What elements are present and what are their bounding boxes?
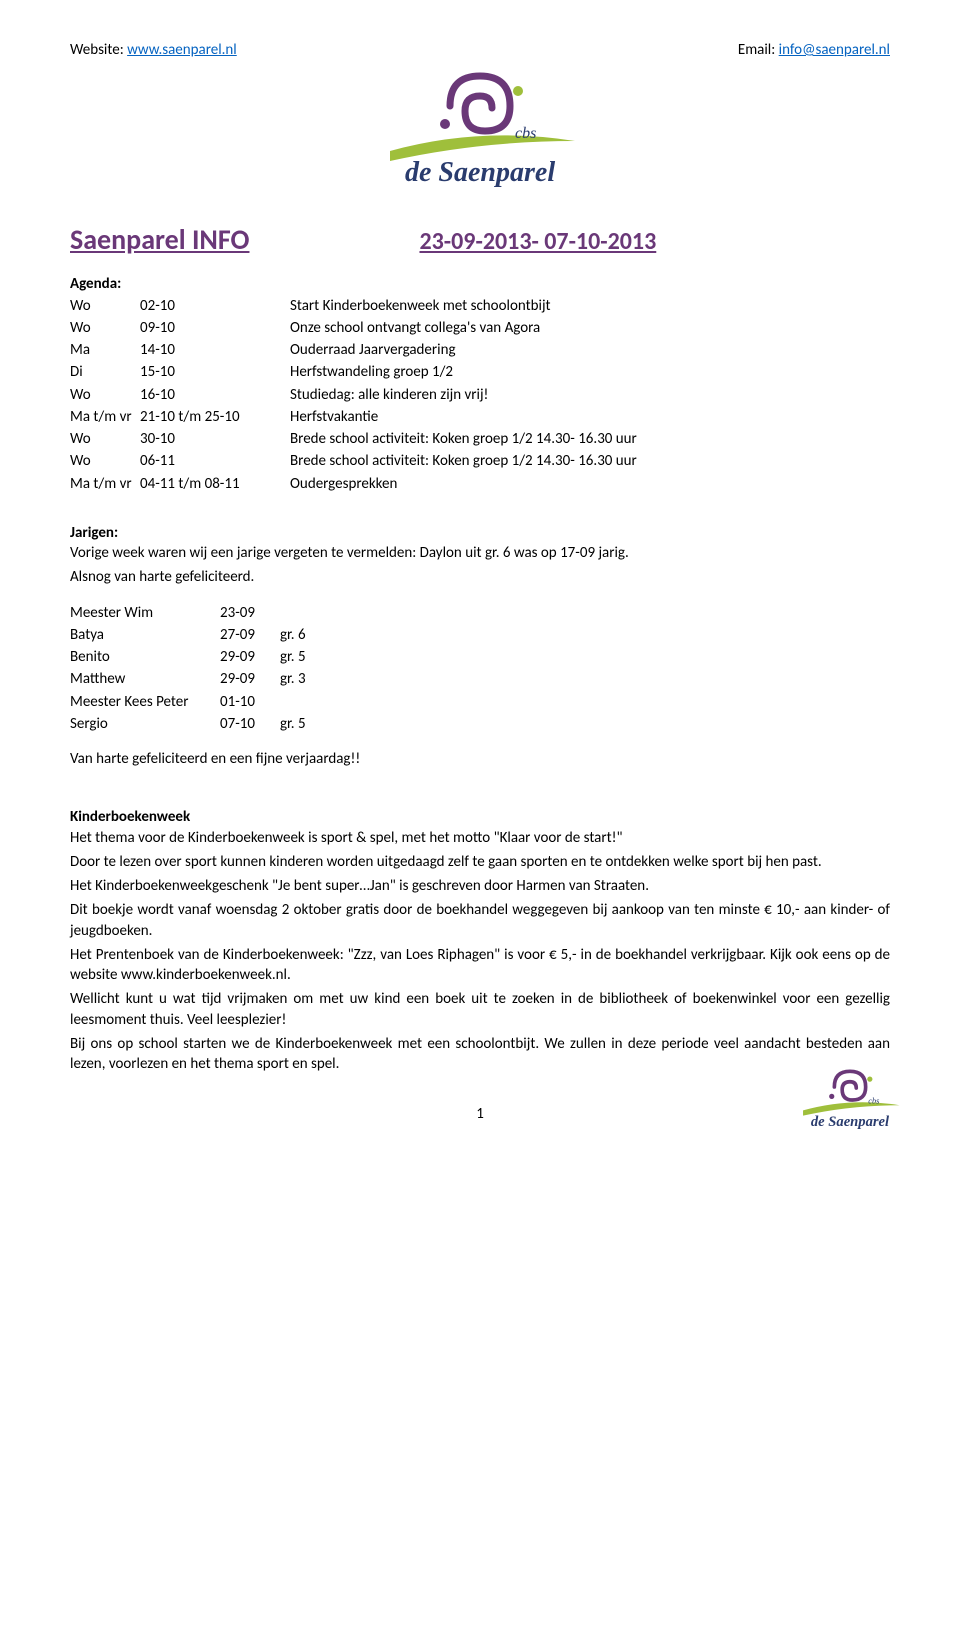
agenda-table: Wo02-10Start Kinderboekenweek met school…: [70, 295, 637, 495]
birthday-group: gr. 5: [280, 713, 340, 735]
agenda-day: Ma t/m vr: [70, 406, 140, 428]
agenda-label: Agenda:: [70, 274, 890, 294]
jarigen-label: Jarigen:: [70, 523, 890, 543]
agenda-day: Wo: [70, 384, 140, 406]
kbw-p7: Bij ons op school starten we de Kinderbo…: [70, 1034, 890, 1075]
page-header: Website: www.saenparel.nl Email: info@sa…: [70, 40, 890, 60]
birthday-group: gr. 6: [280, 624, 340, 646]
birthday-name: Sergio: [70, 713, 220, 735]
agenda-desc: Brede school activiteit: Koken groep 1/2…: [290, 428, 637, 450]
agenda-desc: Studiedag: alle kinderen zijn vrij!: [290, 384, 637, 406]
agenda-date: 06-11: [140, 450, 290, 472]
birthday-date: 01-10: [220, 691, 280, 713]
agenda-date: 09-10: [140, 317, 290, 339]
page-footer: 1 cbs de Saenparel: [70, 1104, 890, 1124]
jarigen-section: Jarigen: Vorige week waren wij een jarig…: [70, 523, 890, 770]
saenparel-logo-icon: cbs de Saenparel: [365, 66, 595, 196]
agenda-date: 21-10 t/m 25-10: [140, 406, 290, 428]
agenda-row: Wo16-10Studiedag: alle kinderen zijn vri…: [70, 384, 637, 406]
agenda-day: Wo: [70, 450, 140, 472]
birthday-date: 29-09: [220, 646, 280, 668]
kinderboekenweek-section: Kinderboekenweek Het thema voor de Kinde…: [70, 807, 890, 1074]
agenda-desc: Oudergesprekken: [290, 473, 637, 495]
agenda-date: 14-10: [140, 339, 290, 361]
agenda-row: Wo09-10Onze school ontvangt collega's va…: [70, 317, 637, 339]
kbw-label: Kinderboekenweek: [70, 807, 890, 827]
agenda-row: Wo30-10Brede school activiteit: Koken gr…: [70, 428, 637, 450]
svg-text:de Saenparel: de Saenparel: [811, 1114, 890, 1130]
birthday-name: Matthew: [70, 668, 220, 690]
agenda-row: Ma14-10Ouderraad Jaarvergadering: [70, 339, 637, 361]
agenda-day: Wo: [70, 317, 140, 339]
birthday-row: Matthew29-09gr. 3: [70, 668, 340, 690]
agenda-day: Wo: [70, 428, 140, 450]
agenda-section: Agenda: Wo02-10Start Kinderboekenweek me…: [70, 274, 890, 495]
birthday-group: [280, 602, 340, 624]
website-link[interactable]: www.saenparel.nl: [127, 41, 237, 59]
agenda-desc: Herfstvakantie: [290, 406, 637, 428]
agenda-date: 30-10: [140, 428, 290, 450]
website-label: Website:: [70, 41, 124, 59]
agenda-day: Wo: [70, 295, 140, 317]
birthday-name: Benito: [70, 646, 220, 668]
agenda-date: 04-11 t/m 08-11: [140, 473, 290, 495]
logo-main: cbs de Saenparel: [70, 66, 890, 202]
svg-text:de Saenparel: de Saenparel: [405, 157, 555, 188]
agenda-row: Ma t/m vr21-10 t/m 25-10Herfstvakantie: [70, 406, 637, 428]
kbw-p1: Het thema voor de Kinderboekenweek is sp…: [70, 828, 890, 848]
agenda-day: Di: [70, 361, 140, 383]
birthday-row: Meester Wim23-09: [70, 602, 340, 624]
agenda-desc: Start Kinderboekenweek met schoolontbijt: [290, 295, 637, 317]
agenda-date: 15-10: [140, 361, 290, 383]
birthday-group: gr. 5: [280, 646, 340, 668]
agenda-desc: Onze school ontvangt collega's van Agora: [290, 317, 637, 339]
kbw-p6: Wellicht kunt u wat tijd vrijmaken om me…: [70, 989, 890, 1030]
saenparel-footer-logo-icon: cbs de Saenparel: [790, 1065, 910, 1135]
svg-text:cbs: cbs: [515, 125, 536, 142]
agenda-row: Wo02-10Start Kinderboekenweek met school…: [70, 295, 637, 317]
birthday-row: Benito29-09gr. 5: [70, 646, 340, 668]
email-block: Email: info@saenparel.nl: [738, 40, 890, 60]
agenda-date: 02-10: [140, 295, 290, 317]
date-range: 23-09-2013- 07-10-2013: [419, 226, 656, 258]
newsletter-title: Saenparel INFO: [70, 221, 249, 259]
email-link[interactable]: info@saenparel.nl: [779, 41, 890, 59]
agenda-row: Di15-10Herfstwandeling groep 1/2: [70, 361, 637, 383]
website-block: Website: www.saenparel.nl: [70, 40, 237, 60]
agenda-row: Wo06-11Brede school activiteit: Koken gr…: [70, 450, 637, 472]
birthday-row: Sergio07-10gr. 5: [70, 713, 340, 735]
agenda-desc: Ouderraad Jaarvergadering: [290, 339, 637, 361]
birthday-group: gr. 3: [280, 668, 340, 690]
agenda-desc: Herfstwandeling groep 1/2: [290, 361, 637, 383]
page-number: 1: [476, 1104, 484, 1124]
agenda-day: Ma: [70, 339, 140, 361]
svg-text:cbs: cbs: [868, 1096, 879, 1105]
agenda-day: Ma t/m vr: [70, 473, 140, 495]
birthday-row: Meester Kees Peter01-10: [70, 691, 340, 713]
birthday-date: 29-09: [220, 668, 280, 690]
agenda-desc: Brede school activiteit: Koken groep 1/2…: [290, 450, 637, 472]
birthday-date: 27-09: [220, 624, 280, 646]
birthday-name: Meester Wim: [70, 602, 220, 624]
birthday-date: 07-10: [220, 713, 280, 735]
birthdays-table: Meester Wim23-09Batya27-09gr. 6Benito29-…: [70, 602, 340, 736]
agenda-date: 16-10: [140, 384, 290, 406]
birthday-group: [280, 691, 340, 713]
kbw-p2: Door te lezen over sport kunnen kinderen…: [70, 852, 890, 872]
birthday-name: Batya: [70, 624, 220, 646]
kbw-p3: Het Kinderboekenweekgeschenk "Je bent su…: [70, 876, 890, 896]
email-label: Email:: [738, 41, 775, 59]
agenda-row: Ma t/m vr04-11 t/m 08-11Oudergesprekken: [70, 473, 637, 495]
birthday-date: 23-09: [220, 602, 280, 624]
birthday-row: Batya27-09gr. 6: [70, 624, 340, 646]
kbw-p4: Dit boekje wordt vanaf woensdag 2 oktobe…: [70, 900, 890, 941]
kbw-p5: Het Prentenboek van de Kinderboekenweek:…: [70, 945, 890, 986]
jarigen-intro2: Alsnog van harte gefeliciteerd.: [70, 567, 890, 587]
birthday-name: Meester Kees Peter: [70, 691, 220, 713]
jarigen-intro1: Vorige week waren wij een jarige vergete…: [70, 543, 890, 563]
title-row: Saenparel INFO 23-09-2013- 07-10-2013: [70, 221, 890, 259]
jarigen-closing: Van harte gefeliciteerd en een fijne ver…: [70, 749, 890, 769]
